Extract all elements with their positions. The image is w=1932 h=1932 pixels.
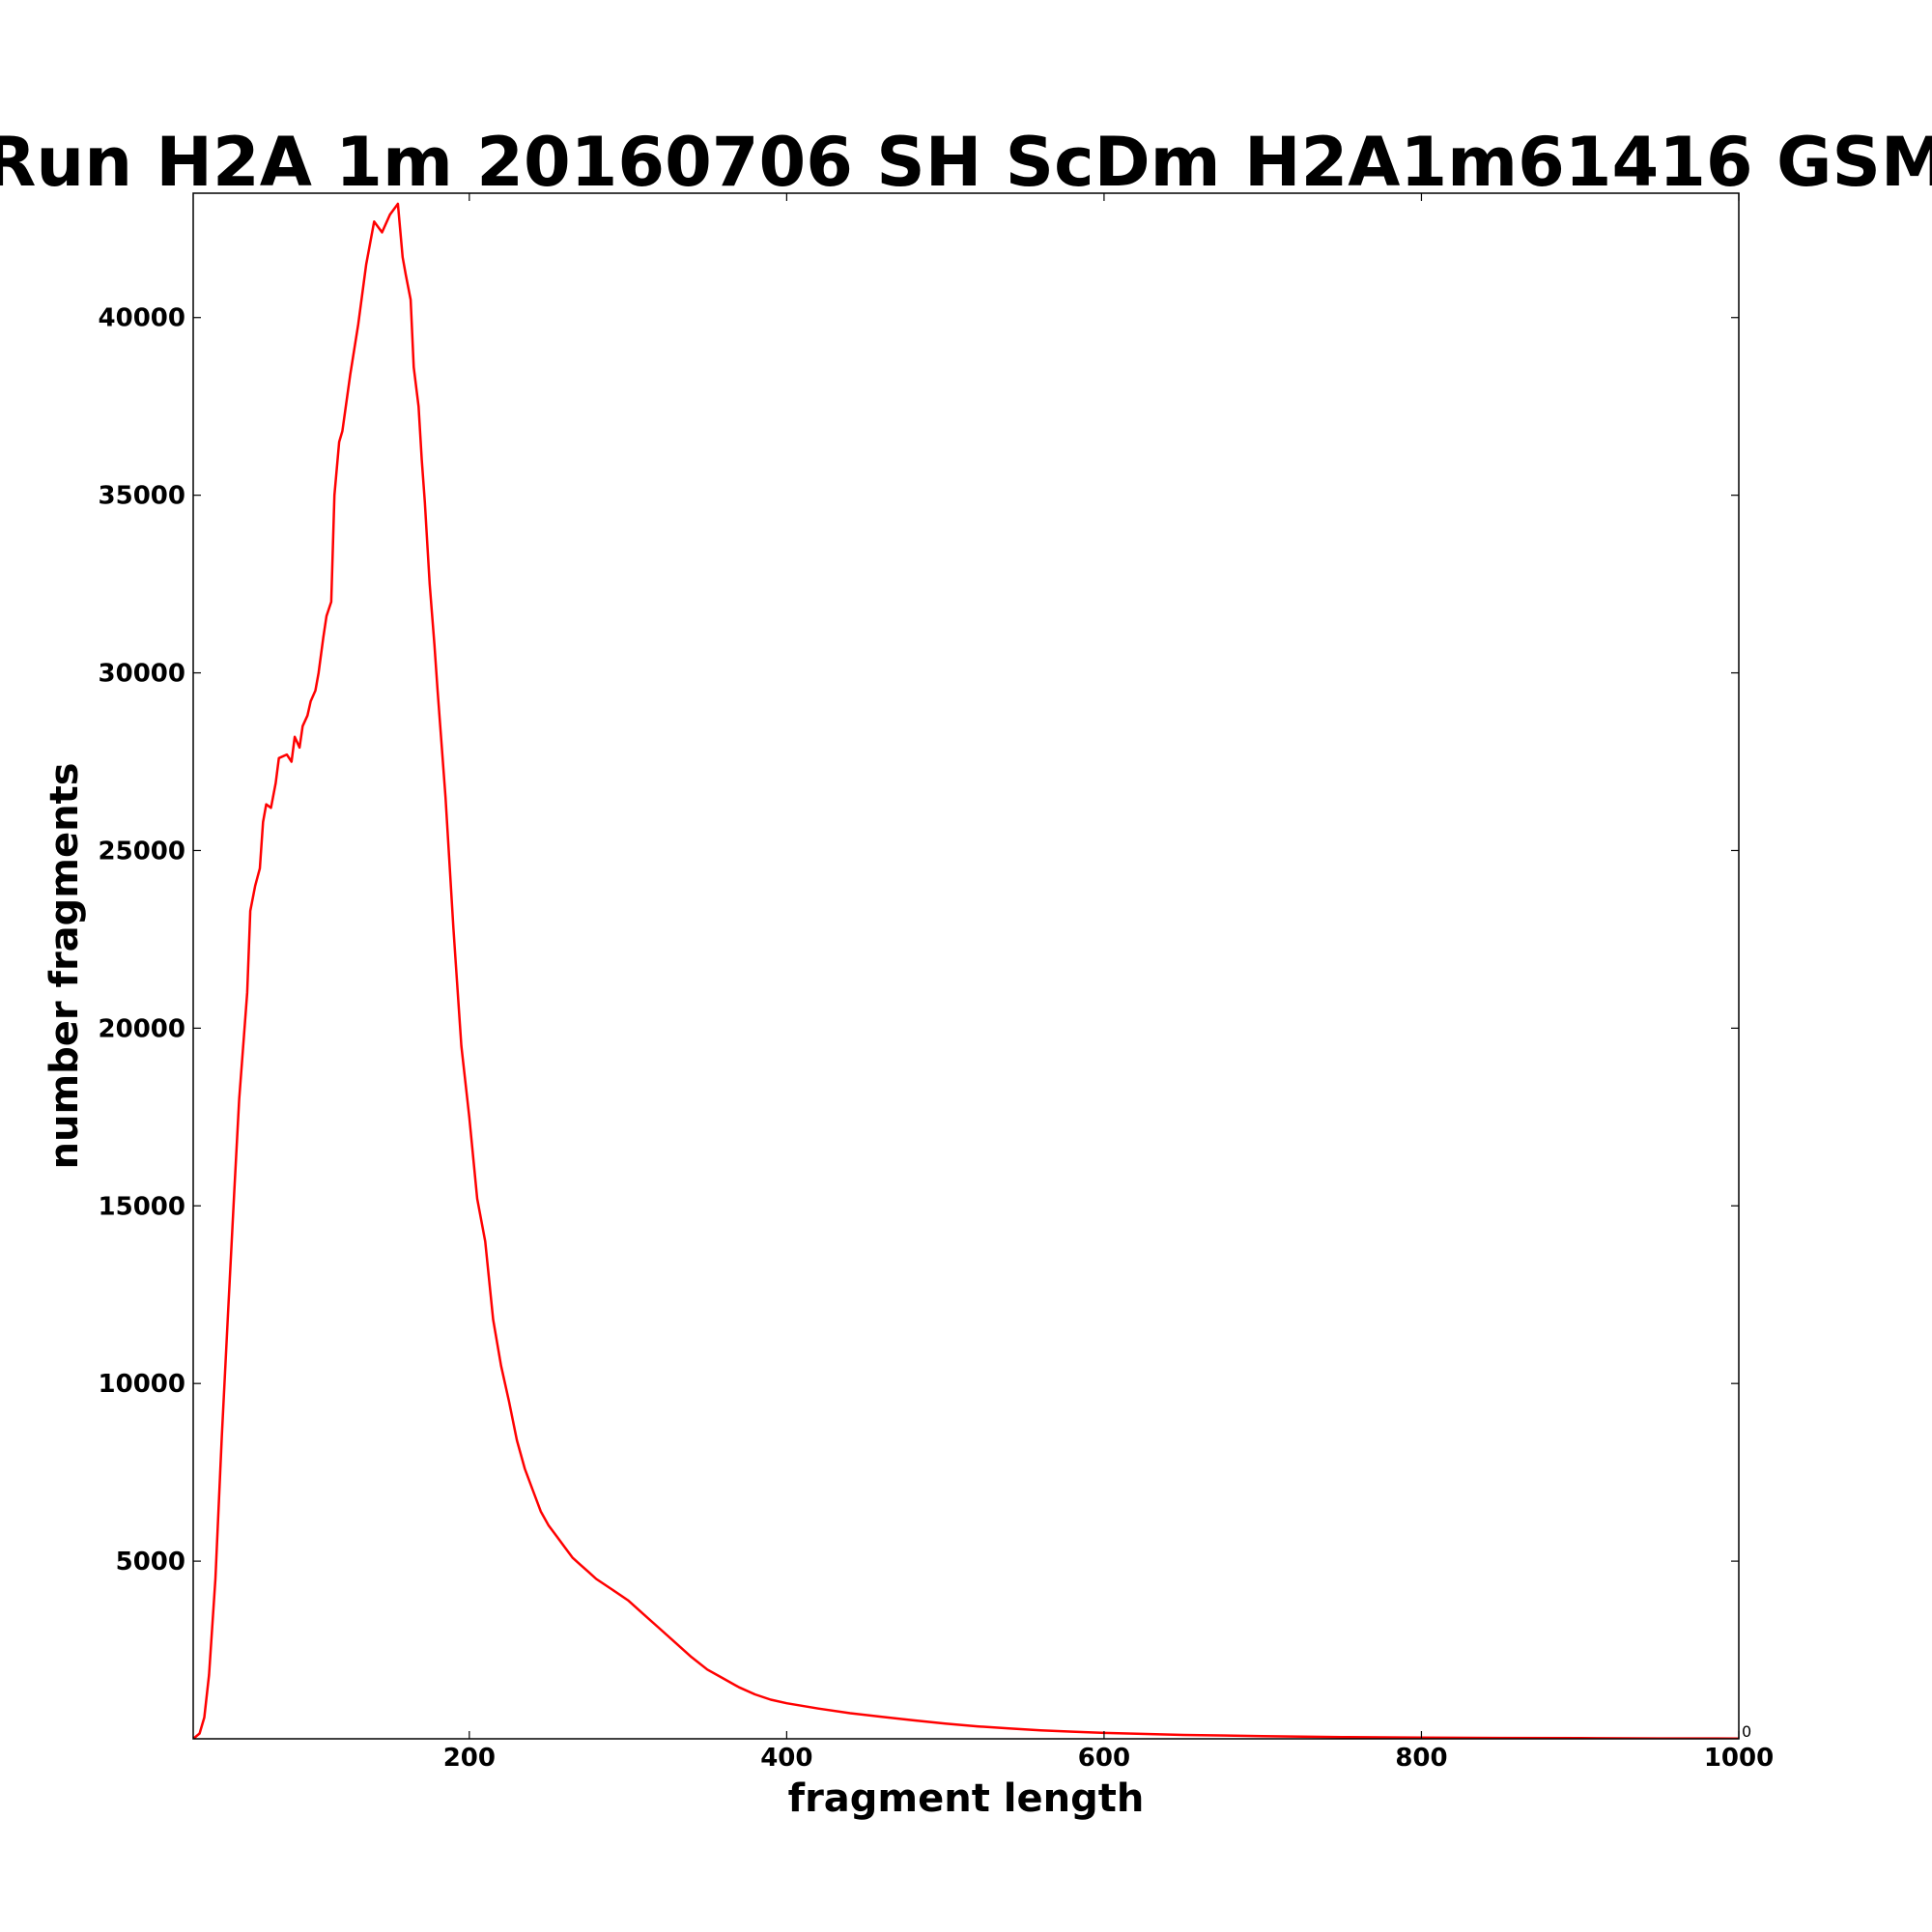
x-tick-label-1000: 1000 xyxy=(1704,1744,1774,1773)
y-tick-label-10000: 10000 xyxy=(99,1370,185,1399)
y-tick-label-35000: 35000 xyxy=(99,482,185,511)
plot-area: 200 400 600 800 1000 5000 10000 15000 20000 25000… xyxy=(99,192,1774,1773)
y-tick-label-40000: 40000 xyxy=(99,304,185,333)
y-tick-label-5000: 5000 xyxy=(116,1548,185,1577)
x-tick-label-200: 200 xyxy=(443,1744,496,1773)
y-axis-label: number fragments xyxy=(43,762,87,1169)
chart-title: Run H2A 1m 20160706 SH ScDm H2A1m61416 G… xyxy=(0,123,1932,202)
x-tick-label-400: 400 xyxy=(760,1744,812,1773)
y-tick-label-30000: 30000 xyxy=(99,660,185,689)
y-axis-zero-label: 0 xyxy=(1742,1722,1751,1741)
y-tick-label-20000: 20000 xyxy=(99,1014,185,1043)
x-axis-label: fragment length xyxy=(788,1776,1145,1821)
plot-frame xyxy=(192,192,1740,1740)
series-line-0 xyxy=(193,202,1739,1739)
x-tick-label-600: 600 xyxy=(1078,1744,1130,1773)
x-tick-label-800: 800 xyxy=(1395,1744,1447,1773)
y-tick-label-15000: 15000 xyxy=(99,1192,185,1221)
y-tick-label-25000: 25000 xyxy=(99,837,185,866)
